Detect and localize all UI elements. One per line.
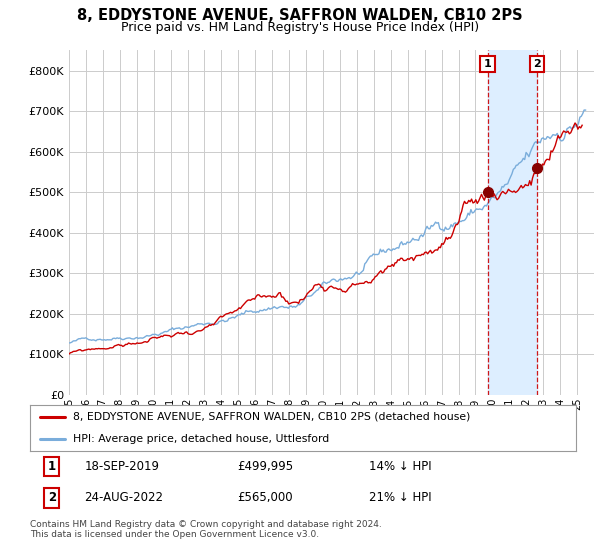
Text: 1: 1 bbox=[48, 460, 56, 473]
Text: 8, EDDYSTONE AVENUE, SAFFRON WALDEN, CB10 2PS (detached house): 8, EDDYSTONE AVENUE, SAFFRON WALDEN, CB1… bbox=[73, 412, 470, 422]
Text: 24-AUG-2022: 24-AUG-2022 bbox=[85, 491, 164, 504]
Bar bbox=[488, 50, 537, 395]
Text: £499,995: £499,995 bbox=[238, 460, 293, 473]
Text: 8, EDDYSTONE AVENUE, SAFFRON WALDEN, CB10 2PS: 8, EDDYSTONE AVENUE, SAFFRON WALDEN, CB1… bbox=[77, 8, 523, 24]
Text: Price paid vs. HM Land Registry's House Price Index (HPI): Price paid vs. HM Land Registry's House … bbox=[121, 21, 479, 34]
Text: Contains HM Land Registry data © Crown copyright and database right 2024.
This d: Contains HM Land Registry data © Crown c… bbox=[30, 520, 382, 539]
Text: 1: 1 bbox=[484, 59, 491, 69]
Text: HPI: Average price, detached house, Uttlesford: HPI: Average price, detached house, Uttl… bbox=[73, 434, 329, 444]
Text: 2: 2 bbox=[48, 491, 56, 504]
Text: £565,000: £565,000 bbox=[238, 491, 293, 504]
Text: 2: 2 bbox=[533, 59, 541, 69]
Text: 21% ↓ HPI: 21% ↓ HPI bbox=[368, 491, 431, 504]
Text: 18-SEP-2019: 18-SEP-2019 bbox=[85, 460, 160, 473]
Text: 14% ↓ HPI: 14% ↓ HPI bbox=[368, 460, 431, 473]
